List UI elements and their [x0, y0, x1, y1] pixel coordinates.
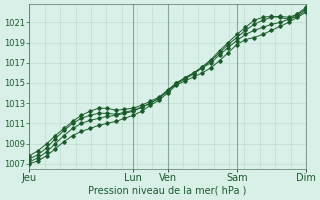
X-axis label: Pression niveau de la mer( hPa ): Pression niveau de la mer( hPa ) — [89, 186, 247, 196]
